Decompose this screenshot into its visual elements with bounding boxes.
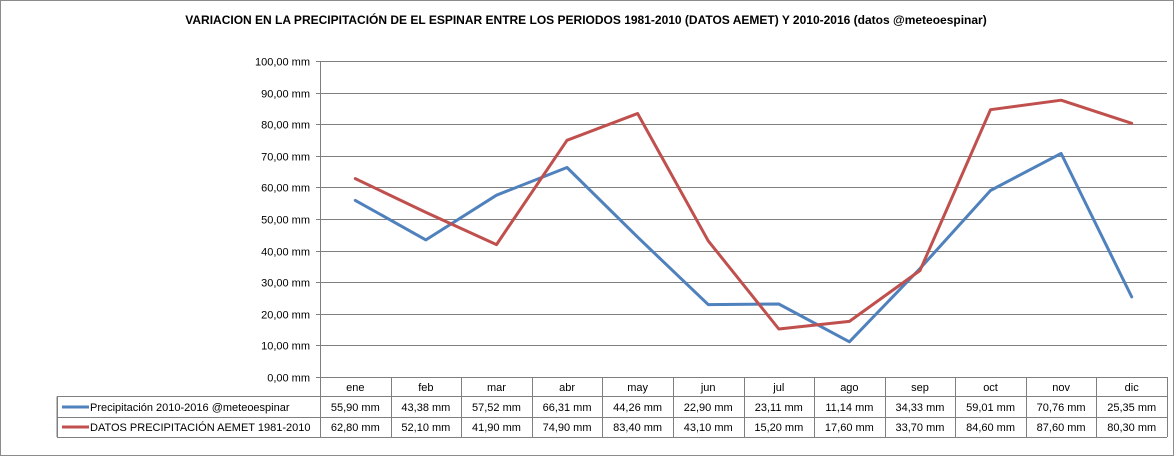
data-point: [918, 269, 922, 272]
x-tick-label: ene: [346, 382, 364, 394]
data-label: 43,10 mm: [684, 422, 733, 434]
data-point: [424, 238, 428, 242]
x-tick-label: sep: [911, 382, 929, 394]
data-label: 15,20 mm: [754, 422, 803, 434]
y-tick-label: 80,00 mm: [261, 120, 310, 132]
data-label: 23,11 mm: [755, 402, 803, 414]
data-point: [707, 239, 710, 243]
x-tick-label: oct: [983, 382, 998, 394]
y-tick-label: 30,00 mm: [261, 278, 310, 290]
y-tick-label: 60,00 mm: [261, 183, 310, 195]
data-point: [777, 327, 780, 331]
data-point: [354, 177, 357, 180]
data-label: 25,35 mm: [1107, 402, 1156, 414]
data-label: 80,30 mm: [1107, 422, 1156, 434]
data-label: 66,31 mm: [543, 402, 592, 414]
data-point: [707, 303, 710, 306]
data-label: 34,33 mm: [895, 402, 944, 414]
data-label: 62,80 mm: [331, 422, 380, 434]
series-line: [353, 98, 1134, 331]
data-point: [354, 199, 357, 202]
data-label: 57,52 mm: [472, 402, 521, 414]
y-tick-label: 20,00 mm: [261, 310, 310, 322]
x-tick-label: mar: [487, 382, 506, 394]
y-tick-label: 40,00 mm: [261, 247, 310, 259]
data-point: [636, 235, 639, 239]
data-point: [777, 302, 780, 306]
y-tick-label: 70,00 mm: [261, 152, 310, 164]
x-tick-label: feb: [418, 382, 433, 394]
data-point: [989, 108, 992, 111]
x-tick-label: abr: [559, 382, 575, 394]
x-tick-label: dic: [1125, 382, 1140, 394]
data-label: 52,10 mm: [401, 422, 450, 434]
data-point: [424, 211, 428, 214]
y-tick-label: 90,00 mm: [261, 89, 310, 101]
x-tick-label: jun: [700, 382, 716, 394]
data-point: [565, 139, 569, 142]
data-point: [565, 166, 569, 169]
data-point: [495, 243, 498, 246]
x-tick-label: ago: [840, 382, 858, 394]
series-lines: [353, 98, 1134, 344]
data-point: [848, 320, 851, 323]
data-label: 41,90 mm: [472, 422, 521, 434]
data-label: 83,40 mm: [613, 422, 662, 434]
x-tick-label: nov: [1052, 382, 1070, 394]
data-point: [636, 112, 639, 115]
data-label: 43,38 mm: [401, 402, 450, 414]
y-tick-label: 100,00 mm: [255, 57, 310, 69]
y-tick-label: 10,00 mm: [261, 341, 310, 353]
y-axis-ticks: 0,00 mm 10,00 mm 20,00 mm 30,00 mm 40,00 mm 5…: [255, 57, 310, 385]
data-label: 11,14 mm: [825, 402, 873, 414]
data-label: 33,70 mm: [895, 422, 944, 434]
data-label: 70,76 mm: [1037, 402, 1086, 414]
data-label: 74,90 mm: [543, 422, 592, 434]
data-label: 44,26 mm: [613, 402, 662, 414]
chart-title: VARIACION EN LA PRECIPITACIÓN DE EL ESPI…: [185, 12, 986, 27]
y-tick-label: 0,00 mm: [267, 373, 310, 385]
data-point: [1059, 98, 1063, 102]
data-point: [989, 189, 992, 192]
x-tick-label: may: [627, 382, 648, 394]
x-tick-label: jul: [772, 382, 784, 394]
data-label: 87,60 mm: [1037, 422, 1086, 434]
data-point: [1130, 295, 1133, 299]
data-point: [1059, 152, 1063, 155]
legend-label: DATOS PRECIPITACIÓN AEMET 1981-2010: [90, 421, 311, 434]
data-table: ene feb mar abr may jun jul ago sep oct nov dic Prec…: [56, 377, 1168, 438]
series-line: [353, 151, 1134, 344]
data-point: [848, 340, 851, 343]
y-tick-label: 50,00 mm: [261, 215, 310, 227]
data-point: [1130, 122, 1133, 125]
data-point: [495, 194, 498, 197]
data-label: 59,01 mm: [966, 402, 1015, 414]
data-label: 55,90 mm: [331, 402, 380, 414]
legend-label: Precipitación 2010-2016 @meteoespinar: [90, 402, 290, 414]
data-label: 22,90 mm: [684, 402, 733, 414]
data-label: 17,60 mm: [825, 422, 874, 434]
data-label: 84,60 mm: [966, 422, 1015, 434]
